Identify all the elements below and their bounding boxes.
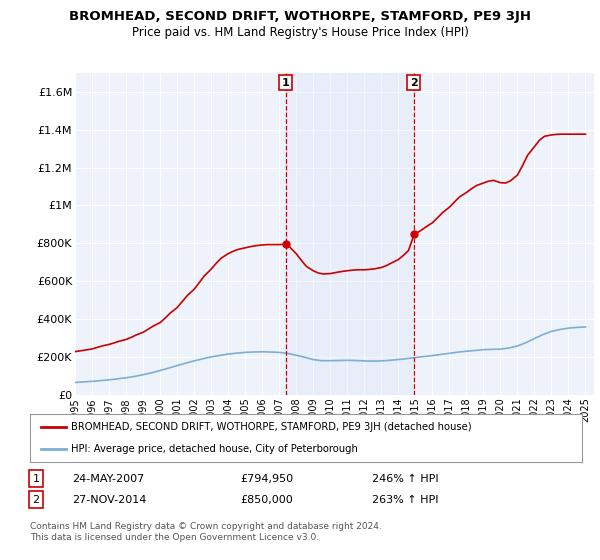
Text: 2: 2 — [410, 78, 418, 87]
Text: 27-NOV-2014: 27-NOV-2014 — [72, 494, 146, 505]
Text: 263% ↑ HPI: 263% ↑ HPI — [372, 494, 439, 505]
Text: BROMHEAD, SECOND DRIFT, WOTHORPE, STAMFORD, PE9 3JH: BROMHEAD, SECOND DRIFT, WOTHORPE, STAMFO… — [69, 10, 531, 23]
Text: 2: 2 — [32, 494, 40, 505]
Text: 1: 1 — [32, 474, 40, 484]
Text: 246% ↑ HPI: 246% ↑ HPI — [372, 474, 439, 484]
Text: Contains HM Land Registry data © Crown copyright and database right 2024.: Contains HM Land Registry data © Crown c… — [30, 522, 382, 531]
Text: £794,950: £794,950 — [240, 474, 293, 484]
Bar — [286, 73, 413, 395]
Text: 1: 1 — [282, 78, 290, 87]
Text: £850,000: £850,000 — [240, 494, 293, 505]
Text: This data is licensed under the Open Government Licence v3.0.: This data is licensed under the Open Gov… — [30, 533, 319, 542]
Text: 24-MAY-2007: 24-MAY-2007 — [72, 474, 144, 484]
Text: HPI: Average price, detached house, City of Peterborough: HPI: Average price, detached house, City… — [71, 444, 358, 454]
Text: Price paid vs. HM Land Registry's House Price Index (HPI): Price paid vs. HM Land Registry's House … — [131, 26, 469, 39]
Text: BROMHEAD, SECOND DRIFT, WOTHORPE, STAMFORD, PE9 3JH (detached house): BROMHEAD, SECOND DRIFT, WOTHORPE, STAMFO… — [71, 422, 472, 432]
